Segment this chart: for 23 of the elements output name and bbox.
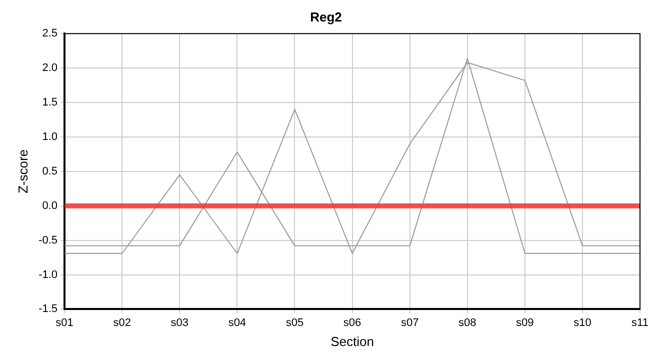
y-axis-title: Z-score: [15, 149, 30, 194]
x-axis-title: Section: [330, 334, 374, 349]
x-tick-label: s04: [228, 316, 246, 329]
x-tick-label: s11: [632, 316, 648, 329]
x-tick-label: s01: [56, 316, 74, 329]
y-tick-label: 0.0: [42, 200, 58, 212]
y-tick-label: -1.0: [38, 268, 58, 281]
x-tick-label: s02: [113, 316, 131, 329]
y-tick-label: -0.5: [38, 234, 58, 246]
x-tick-label: s10: [574, 316, 592, 329]
x-tick-label: s07: [400, 316, 419, 329]
chart-title: Reg2: [310, 9, 342, 24]
x-tick-label: s03: [170, 316, 189, 329]
y-tick-label: 0.5: [42, 165, 58, 178]
x-tick-label: s09: [516, 316, 534, 329]
y-tick-label: -1.5: [38, 303, 58, 316]
y-tick-label: 1.5: [42, 96, 58, 109]
y-tick-label: 1.0: [42, 130, 58, 143]
y-tick-label: 2.5: [42, 28, 58, 40]
x-tick-label: s06: [343, 316, 362, 329]
x-tick-label: s05: [286, 316, 304, 329]
y-tick-label: 2.0: [42, 62, 58, 74]
x-tick-label: s08: [458, 316, 476, 329]
